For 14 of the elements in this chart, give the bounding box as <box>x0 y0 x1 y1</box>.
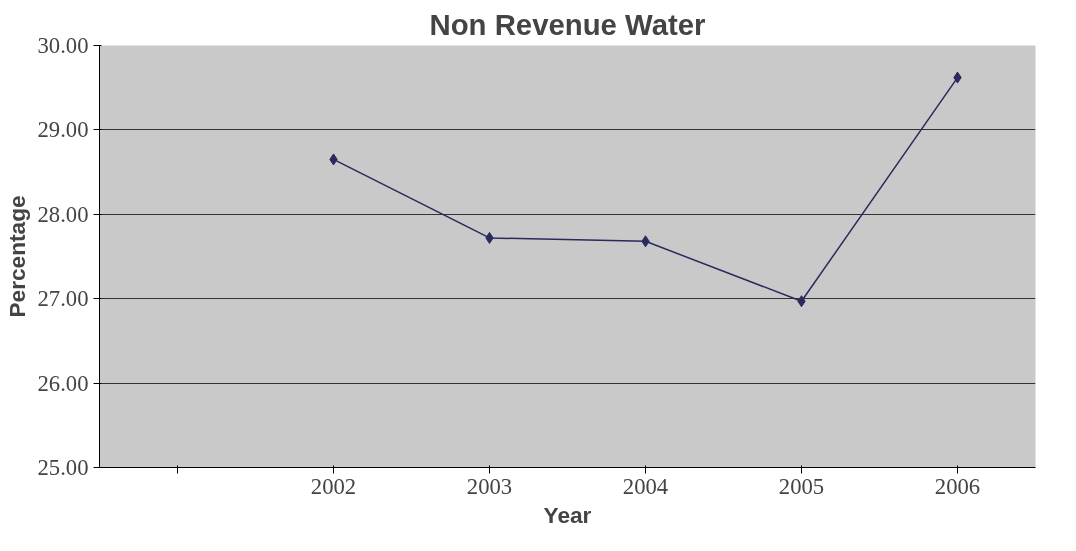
y-tick-label: 29.00 <box>37 117 89 143</box>
y-tick-label: 26.00 <box>37 370 89 396</box>
y-tick-label: 30.00 <box>37 33 89 58</box>
y-tick-label: 27.00 <box>37 286 89 312</box>
x-tick-label: 2005 <box>778 473 825 499</box>
y-tick-label: 28.00 <box>37 201 89 227</box>
x-tick-label: 2006 <box>934 473 981 499</box>
y-axis-title: Percentage <box>3 195 30 318</box>
y-tick-label: 25.00 <box>37 455 89 480</box>
chart-title: Non Revenue Water <box>429 7 706 41</box>
x-axis-title: Year <box>543 501 592 528</box>
x-tick-label: 2002 <box>310 473 357 499</box>
x-tick-label: 2003 <box>466 473 513 499</box>
x-tick-label: 2004 <box>622 473 669 499</box>
